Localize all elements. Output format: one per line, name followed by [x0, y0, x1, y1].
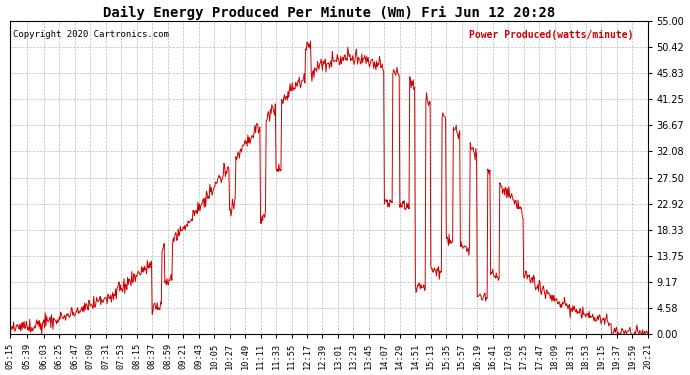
Text: Power Produced(watts/minute): Power Produced(watts/minute)	[469, 30, 633, 40]
Text: Copyright 2020 Cartronics.com: Copyright 2020 Cartronics.com	[13, 30, 169, 39]
Title: Daily Energy Produced Per Minute (Wm) Fri Jun 12 20:28: Daily Energy Produced Per Minute (Wm) Fr…	[103, 6, 555, 20]
